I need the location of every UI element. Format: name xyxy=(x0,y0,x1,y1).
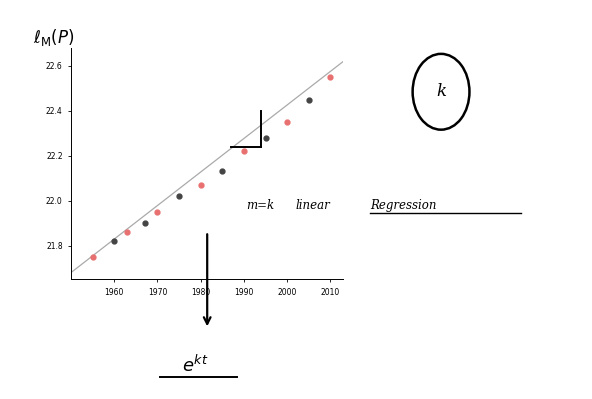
Text: k: k xyxy=(436,83,446,100)
Text: Regression: Regression xyxy=(370,199,436,212)
Text: $\ell_{\rm M}(P)$: $\ell_{\rm M}(P)$ xyxy=(33,27,74,48)
Text: m=k: m=k xyxy=(246,199,274,212)
Text: $e^{kt}$: $e^{kt}$ xyxy=(182,354,208,376)
Text: linear: linear xyxy=(296,199,331,212)
